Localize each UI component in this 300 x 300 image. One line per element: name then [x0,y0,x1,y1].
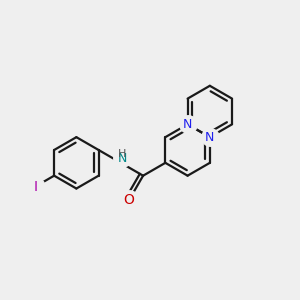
Text: N: N [118,152,127,165]
Text: N: N [205,131,214,144]
Text: N: N [183,118,192,131]
Text: I: I [33,180,37,194]
Text: O: O [123,194,134,207]
Text: H: H [118,149,127,159]
